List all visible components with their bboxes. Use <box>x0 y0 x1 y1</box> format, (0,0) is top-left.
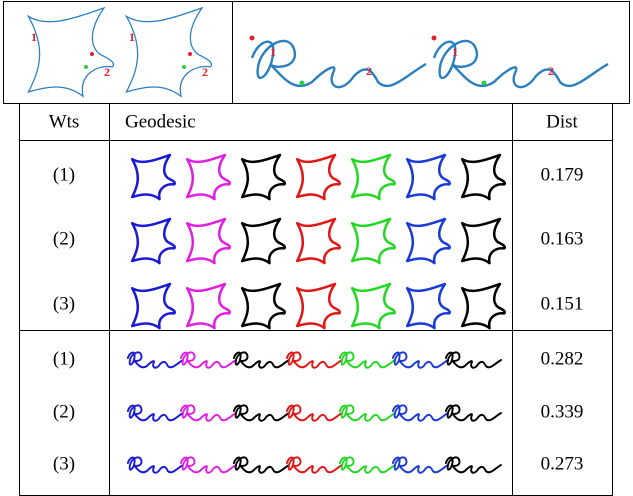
geodesic-shape <box>460 282 506 330</box>
point-red <box>249 35 255 41</box>
geodesic-shape <box>295 282 341 330</box>
shape-label: 2 <box>202 65 208 79</box>
geodesic-shape <box>126 351 184 369</box>
handwriting-shape <box>432 39 609 89</box>
geodesic-shape <box>405 153 451 201</box>
geodesic-shape <box>338 404 396 422</box>
geodesic-shape <box>350 282 396 330</box>
geodesic-shape <box>285 351 343 369</box>
shape-label: 2 <box>366 64 372 78</box>
geodesic-shape <box>338 456 396 474</box>
shape-label: 1 <box>270 45 276 59</box>
handwriting-shape <box>250 39 427 89</box>
geodesic-shape <box>232 351 290 369</box>
weight-cell: (3) <box>53 453 75 474</box>
shape-label: 1 <box>129 30 135 44</box>
geodesic-shape <box>185 153 231 201</box>
geodesic-shape <box>405 217 451 265</box>
dist-cell: 0.151 <box>541 293 584 314</box>
weight-cell: (2) <box>53 228 75 249</box>
geodesic-shape <box>444 404 502 422</box>
point-green <box>481 80 487 86</box>
geodesic-shape <box>295 217 341 265</box>
point-red <box>431 35 437 41</box>
geodesic-shape <box>338 351 396 369</box>
weight-cell: (2) <box>53 401 75 422</box>
shape-label: 2 <box>104 65 110 79</box>
weight-cell: (1) <box>53 348 75 369</box>
cell-shape <box>26 6 115 98</box>
dist-cell: 0.179 <box>541 164 584 185</box>
geodesic-shape <box>240 217 286 265</box>
point-green <box>182 65 186 69</box>
dist-cell: 0.163 <box>541 228 584 249</box>
geodesic-shape <box>185 282 231 330</box>
geodesic-shape <box>126 456 184 474</box>
weight-cell: (1) <box>53 164 75 185</box>
geodesic-shape <box>391 404 449 422</box>
geodesic-shape <box>130 217 176 265</box>
weight-cell: (3) <box>53 293 75 314</box>
geodesic-shape <box>460 217 506 265</box>
point-red <box>90 52 94 56</box>
geodesic-shape <box>295 153 341 201</box>
header-cell: Geodesic <box>125 111 196 132</box>
shape-label: 2 <box>548 64 554 78</box>
geodesic-shape <box>285 456 343 474</box>
geodesic-shape <box>130 153 176 201</box>
dist-cell: 0.273 <box>541 453 584 474</box>
geodesic-shape <box>240 282 286 330</box>
geodesic-shape <box>179 456 237 474</box>
geodesic-shape <box>232 456 290 474</box>
geodesic-shape <box>179 404 237 422</box>
geodesic-shape <box>350 217 396 265</box>
top-panel-border <box>3 1 630 104</box>
geodesic-shape <box>126 404 184 422</box>
geodesic-shape <box>405 282 451 330</box>
header-cell: Wts <box>49 111 80 132</box>
geodesic-shape <box>391 456 449 474</box>
geodesic-shape <box>232 404 290 422</box>
dist-cell: 0.282 <box>541 348 584 369</box>
point-green <box>299 80 305 86</box>
header-cell: Dist <box>546 111 578 132</box>
shape-label: 1 <box>31 30 37 44</box>
geodesic-shape <box>444 351 502 369</box>
geodesic-shape <box>185 217 231 265</box>
geodesic-shape <box>350 153 396 201</box>
point-red <box>188 52 192 56</box>
geodesic-shape <box>460 153 506 201</box>
geodesic-shape <box>391 351 449 369</box>
geodesic-shape <box>444 456 502 474</box>
geodesic-shape <box>240 153 286 201</box>
geodesic-shape <box>285 404 343 422</box>
geodesic-shape <box>179 351 237 369</box>
dist-cell: 0.339 <box>541 401 584 422</box>
shape-label: 1 <box>452 45 458 59</box>
cell-shape <box>124 6 213 98</box>
geodesic-shape <box>130 282 176 330</box>
point-green <box>84 65 88 69</box>
